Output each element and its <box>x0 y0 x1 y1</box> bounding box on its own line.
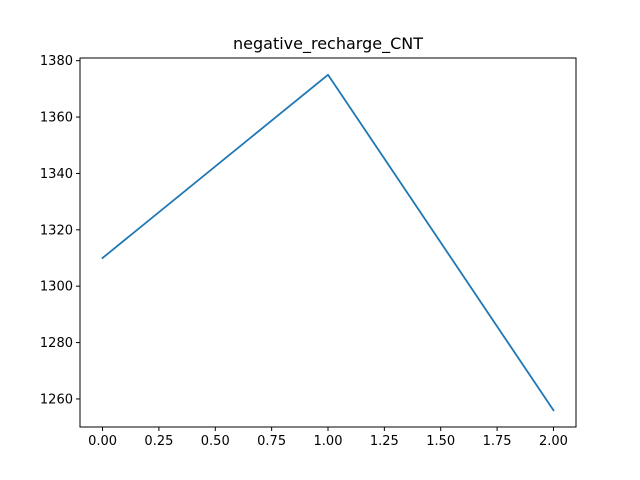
x-tick-label: 2.00 <box>539 434 568 449</box>
y-tick-label: 1280 <box>40 336 73 351</box>
x-tick-label: 0.00 <box>88 434 117 449</box>
x-tick-label: 1.50 <box>426 434 455 449</box>
x-tick-label: 1.00 <box>314 434 343 449</box>
y-tick-label: 1300 <box>40 280 73 295</box>
series-line <box>101 73 555 412</box>
plot-frame <box>79 57 577 428</box>
y-tick-label: 1320 <box>40 223 73 238</box>
x-tick-label: 1.25 <box>370 434 399 449</box>
y-tick-label: 1340 <box>40 167 73 182</box>
x-tick-label: 1.75 <box>483 434 512 449</box>
y-tick-label: 1260 <box>40 392 73 407</box>
x-tick-label: 0.50 <box>201 434 230 449</box>
y-tick-label: 1380 <box>40 54 73 69</box>
y-tick-label: 1360 <box>40 111 73 126</box>
chart-title: negative_recharge_CNT <box>233 34 423 54</box>
plot-area: 0.00 0.25 0.50 0.75 1.00 1.25 1.50 1.75 2.00 1260… <box>40 54 568 449</box>
x-tick-label: 0.75 <box>257 434 286 449</box>
x-tick-label: 0.25 <box>144 434 173 449</box>
